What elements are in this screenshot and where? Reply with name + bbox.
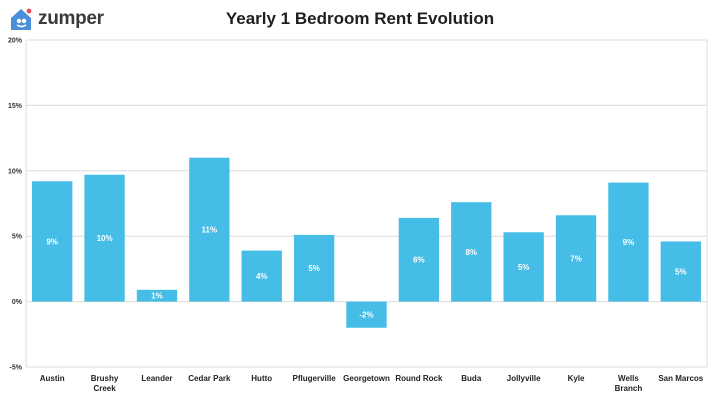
y-tick-label: 0% bbox=[12, 299, 23, 306]
bar bbox=[293, 234, 335, 302]
y-tick-label: 10% bbox=[8, 168, 23, 175]
bar bbox=[503, 232, 544, 302]
data-label: 9% bbox=[623, 238, 635, 247]
data-label: 8% bbox=[465, 248, 477, 257]
brand-name: zumper bbox=[38, 8, 104, 29]
data-label: 5% bbox=[675, 268, 687, 277]
x-tick-label: Hutto bbox=[251, 374, 272, 383]
data-label: 4% bbox=[256, 272, 268, 281]
bar bbox=[451, 202, 492, 302]
bar bbox=[398, 217, 440, 302]
bar bbox=[136, 289, 178, 302]
data-label: 9% bbox=[46, 237, 58, 246]
bar bbox=[608, 182, 649, 302]
bar bbox=[346, 301, 387, 328]
bar bbox=[660, 241, 701, 302]
y-tick-label: 15% bbox=[8, 103, 23, 110]
house-icon bbox=[11, 8, 32, 30]
x-tick-label: Georgetown bbox=[343, 374, 390, 383]
x-tick-label: San Marcos bbox=[658, 374, 703, 383]
bar bbox=[189, 157, 230, 302]
data-label: 10% bbox=[97, 234, 113, 243]
y-tick-label: 20% bbox=[8, 38, 23, 45]
chart-title: Yearly 1 Bedroom Rent Evolution bbox=[225, 9, 495, 28]
data-label: -2% bbox=[359, 311, 373, 320]
bar bbox=[84, 174, 125, 302]
x-tick-label: Round Rock bbox=[395, 374, 443, 383]
x-tick-label: Cedar Park bbox=[188, 374, 231, 383]
bar bbox=[555, 215, 597, 302]
data-label: 1% bbox=[151, 292, 163, 301]
bar bbox=[32, 181, 73, 302]
x-tick-label: Kyle bbox=[568, 374, 585, 383]
data-label: 5% bbox=[518, 263, 530, 272]
x-tick-label: Brushy Creek bbox=[91, 374, 119, 393]
x-tick-label: Buda bbox=[461, 374, 482, 383]
x-tick-label: Wells Branch bbox=[615, 374, 643, 393]
x-tick-label: Pflugerville bbox=[293, 374, 337, 383]
data-label: 11% bbox=[202, 226, 218, 235]
bar bbox=[241, 250, 282, 302]
x-tick-label: Austin bbox=[40, 374, 65, 383]
brand-logo: zumper bbox=[8, 6, 104, 32]
data-label: 6% bbox=[413, 256, 425, 265]
x-tick-label: Jollyville bbox=[507, 374, 541, 383]
y-tick-label: 5% bbox=[12, 234, 23, 241]
data-label: 7% bbox=[570, 254, 582, 263]
data-label: 5% bbox=[308, 264, 320, 273]
y-tick-label: -5% bbox=[10, 365, 23, 372]
x-tick-label: Leander bbox=[141, 374, 172, 383]
